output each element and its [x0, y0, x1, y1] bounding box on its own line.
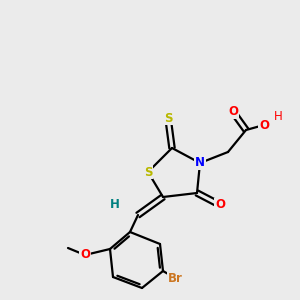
Text: N: N	[195, 157, 205, 169]
Text: O: O	[228, 106, 238, 118]
Text: S: S	[164, 112, 172, 124]
Text: H: H	[274, 110, 282, 122]
Text: S: S	[144, 166, 152, 178]
Text: Br: Br	[168, 272, 182, 284]
Text: O: O	[215, 199, 225, 212]
Text: O: O	[259, 118, 269, 131]
Text: O: O	[80, 248, 90, 262]
Text: H: H	[110, 199, 120, 212]
